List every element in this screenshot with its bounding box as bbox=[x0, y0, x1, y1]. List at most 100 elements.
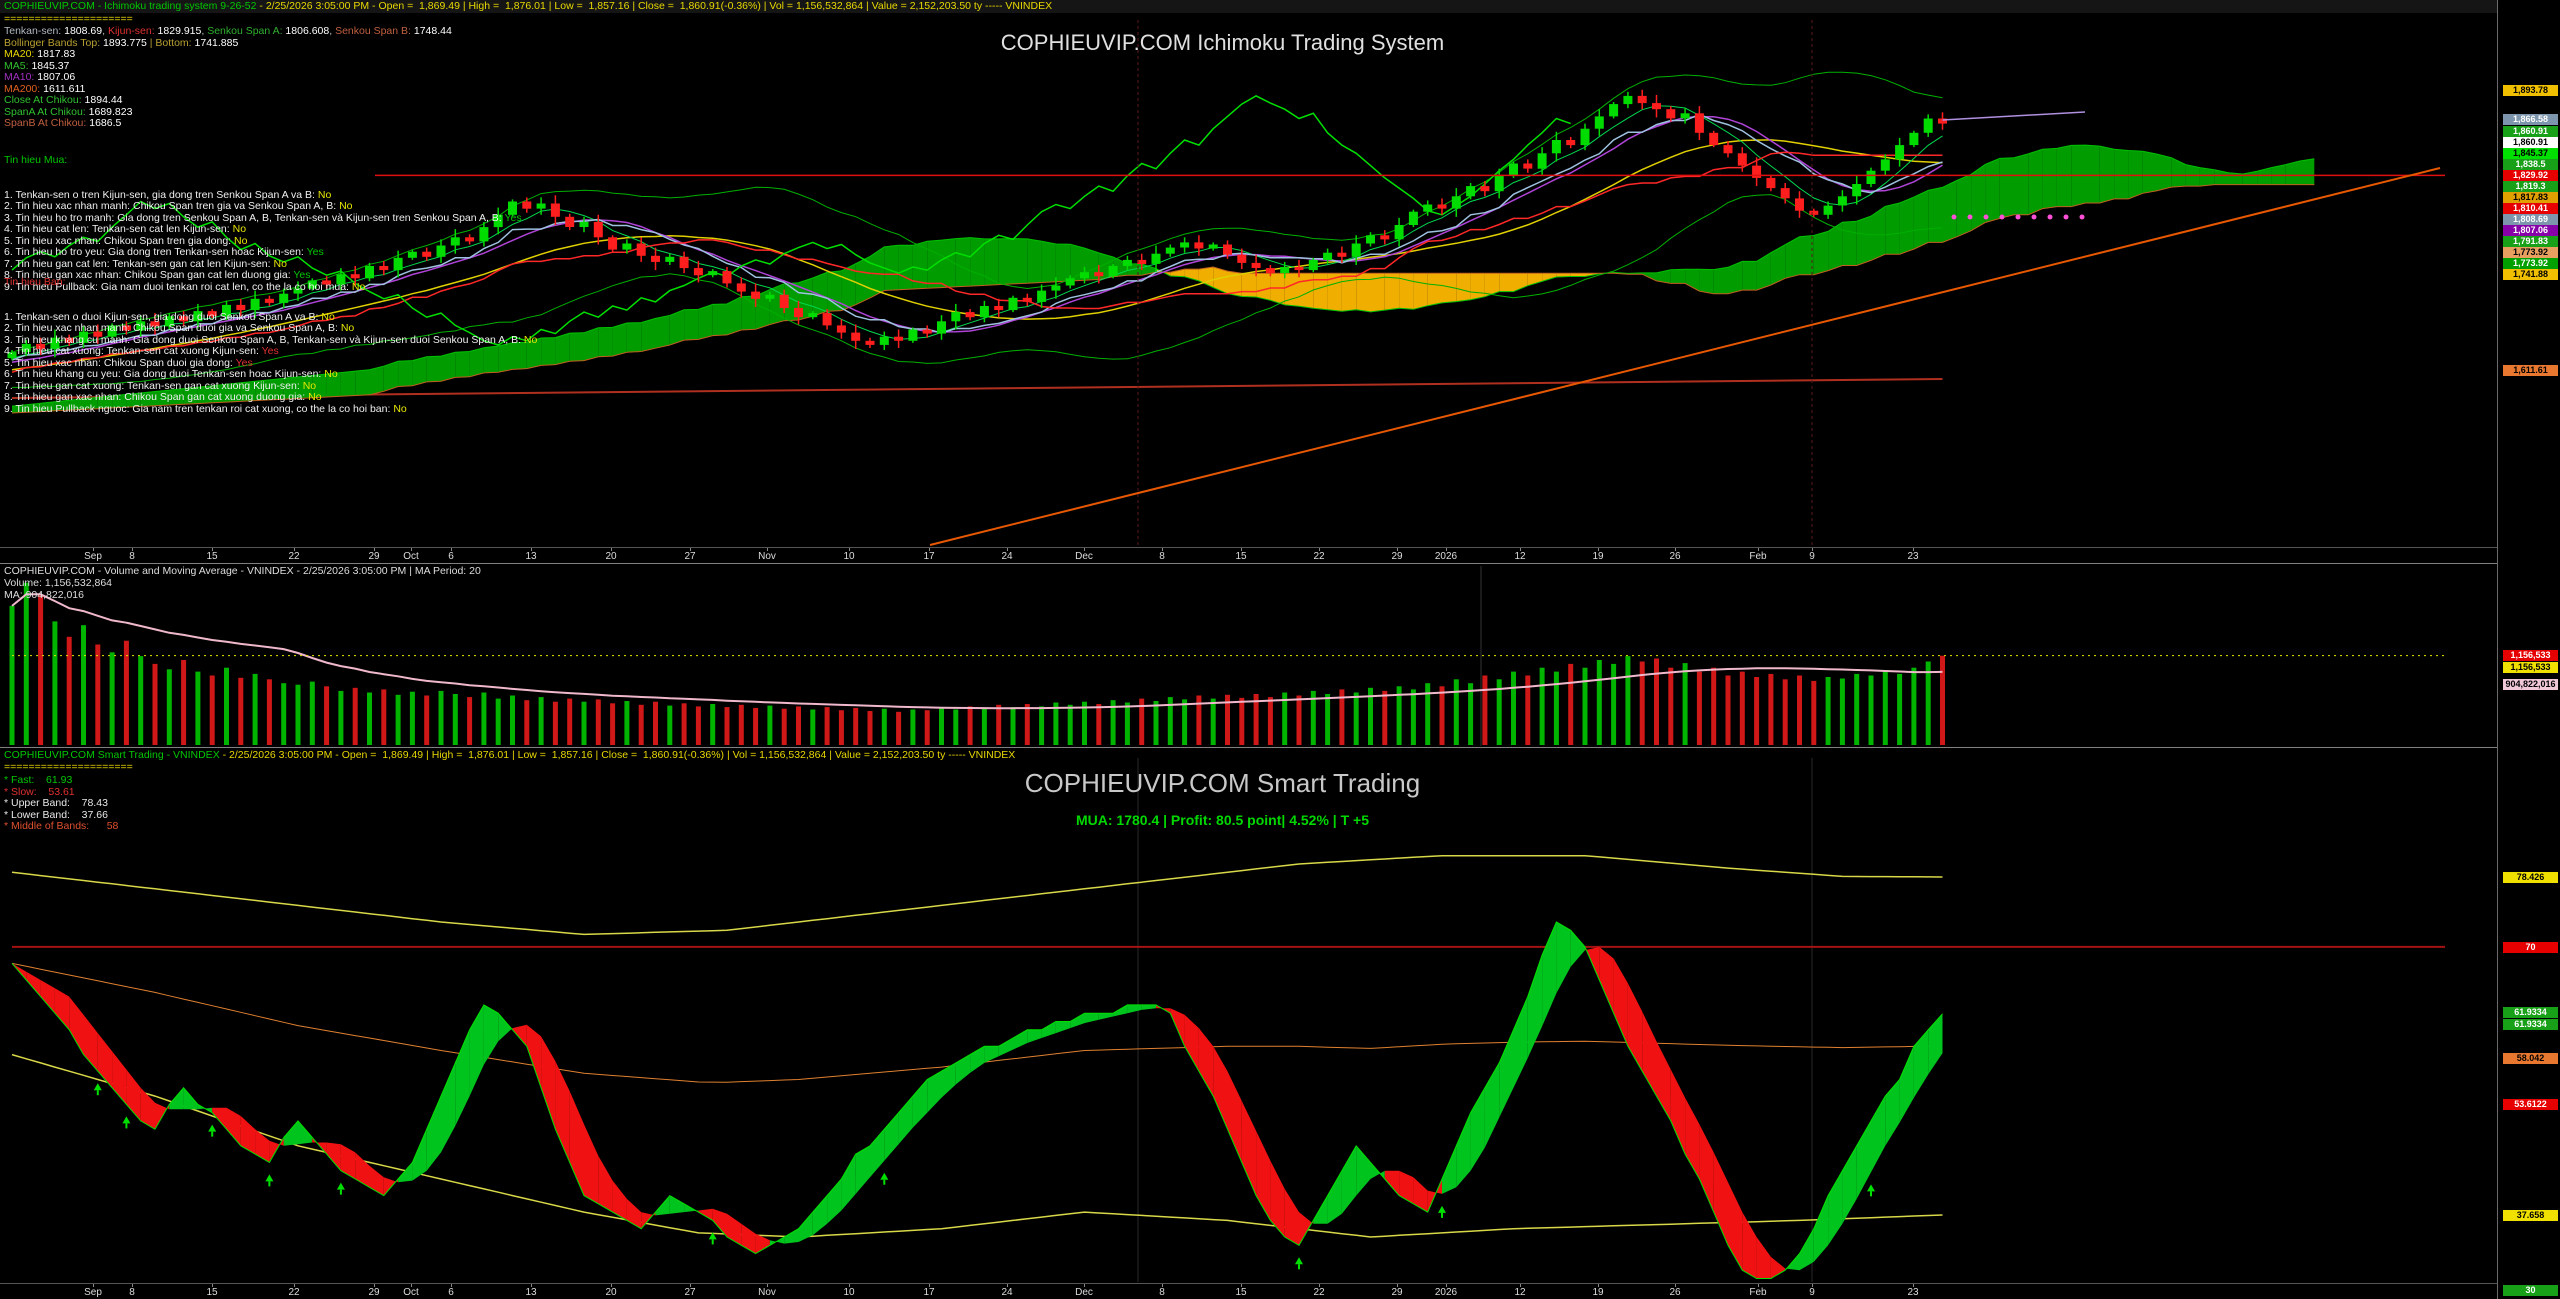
price-label: 53.6122 bbox=[2503, 1099, 2558, 1110]
axis-tick bbox=[1319, 1284, 1320, 1287]
axis-tick bbox=[1675, 1284, 1676, 1287]
legend-line: MA200: 1611.611 bbox=[4, 82, 86, 95]
axis-label: 26 bbox=[1669, 1287, 1681, 1298]
axis-label: 8 bbox=[129, 1287, 135, 1298]
price-label: 1,156,533 bbox=[2503, 662, 2558, 673]
axis-tick bbox=[93, 1284, 94, 1287]
axis-tick bbox=[690, 1284, 691, 1287]
axis-label: 26 bbox=[1669, 551, 1681, 562]
price-label: 1,807.06 bbox=[2503, 225, 2558, 236]
price-label: 61.9334 bbox=[2503, 1019, 2558, 1030]
axis-label: 22 bbox=[1313, 1287, 1325, 1298]
price-label: 30 bbox=[2503, 1285, 2558, 1296]
signal-item: 4. Tin hieu cat len: Tenkan-sen cat len … bbox=[4, 223, 247, 235]
axis-tick bbox=[374, 548, 375, 551]
axis-tick bbox=[1812, 1284, 1813, 1287]
axis-tick bbox=[294, 548, 295, 551]
signal-item: 9. Tin hieu Pullback: Gia nam duoi tenka… bbox=[4, 280, 366, 293]
smart-plot[interactable] bbox=[0, 748, 2497, 1283]
axis-tick bbox=[1007, 1284, 1008, 1287]
axis-label: Feb bbox=[1749, 1287, 1767, 1298]
volume-readout: Volume: 1,156,532,864 bbox=[4, 577, 113, 589]
axis-tick bbox=[451, 1284, 452, 1287]
axis-tick bbox=[767, 548, 768, 551]
axis-tick bbox=[1598, 548, 1599, 551]
price-label: 37.658 bbox=[2503, 1210, 2558, 1221]
sell-signal-list: Tin hieu Ban: 1. Tenkan-sen o duoi Kijun… bbox=[4, 254, 537, 415]
ichimoku-chart[interactable] bbox=[0, 0, 2497, 547]
legend-line: MA20: 1817.83 bbox=[4, 48, 76, 60]
axis-tick bbox=[212, 1284, 213, 1287]
smart-trading-chart[interactable] bbox=[0, 748, 2497, 1283]
signal-item: 6. Tin hieu khang cu yeu: Gia dong duoi … bbox=[4, 368, 338, 380]
legend-line: Bollinger Bands Top: 1893.775 | Bottom: … bbox=[4, 36, 239, 49]
axis-tick bbox=[1241, 1284, 1242, 1287]
divider-line: ===================== bbox=[4, 761, 133, 773]
axis-label: 15 bbox=[206, 1287, 218, 1298]
axis-label: 23 bbox=[1907, 551, 1919, 562]
axis-tick bbox=[132, 1284, 133, 1287]
axis-tick bbox=[531, 548, 532, 551]
axis-tick bbox=[1397, 1284, 1398, 1287]
signal-item: 2. Tin hieu xac nhan manh: Chikou Span t… bbox=[4, 200, 353, 212]
axis-label: Dec bbox=[1075, 551, 1093, 562]
axis-tick bbox=[411, 548, 412, 551]
volume-plot[interactable] bbox=[0, 564, 2497, 747]
axis-tick bbox=[929, 548, 930, 551]
axis-tick bbox=[849, 548, 850, 551]
axis-label: 12 bbox=[1514, 551, 1526, 562]
axis-tick bbox=[1520, 1284, 1521, 1287]
axis-label: 23 bbox=[1907, 1287, 1919, 1298]
axis-tick bbox=[212, 548, 213, 551]
price-label: 1,860.91 bbox=[2503, 137, 2558, 148]
axis-tick bbox=[294, 1284, 295, 1287]
axis-label: Feb bbox=[1749, 551, 1767, 562]
axis-tick bbox=[1758, 548, 1759, 551]
volume-chart[interactable] bbox=[0, 564, 2497, 747]
price-label: 58.042 bbox=[2503, 1053, 2558, 1064]
divider-line: ===================== bbox=[4, 13, 133, 25]
app-brand: COPHIEUVIP.COM - Ichimoku trading system… bbox=[4, 0, 257, 12]
ichimoku-plot[interactable] bbox=[0, 0, 2497, 547]
buy-signal-title: Tin hieu Mua: bbox=[4, 154, 68, 166]
date-axis-bottom: Sep 8 15 22 29 Oct 6 13 20 27 Nov 10 17 24 Dec 8 15 22 29 2… bbox=[0, 1283, 2497, 1299]
signal-item: 3. Tin hieu ho tro manh: Gia dong tren S… bbox=[4, 211, 522, 224]
signal-item: 7. Tin hieu gan cat xuong: Tenkan-sen ga… bbox=[4, 379, 317, 392]
price-label: 1,866.58 bbox=[2503, 114, 2558, 125]
sell-signal-title: Tin hieu Ban: bbox=[4, 276, 66, 288]
axis-label: 10 bbox=[843, 551, 855, 562]
axis-tick bbox=[690, 548, 691, 551]
axis-tick bbox=[1007, 548, 1008, 551]
axis-label: 15 bbox=[1235, 551, 1247, 562]
axis-label: 19 bbox=[1592, 1287, 1604, 1298]
legend-line: SpanA At Chikou: 1689.823 bbox=[4, 105, 133, 118]
signal-item: 8. Tin hieu gan xac nhan: Chikou Span ga… bbox=[4, 269, 311, 281]
axis-label: Oct bbox=[403, 551, 419, 562]
panel-separator bbox=[0, 563, 2560, 564]
price-label: 1,893.78 bbox=[2503, 85, 2558, 96]
signal-item: 4. Tin hieu cat xuong: Tenkan-sen cat xu… bbox=[4, 345, 279, 357]
price-label: 1,817.83 bbox=[2503, 192, 2558, 203]
signal-item: 5. Tin hieu xac nhan: Chikou Span tren g… bbox=[4, 234, 248, 247]
axis-tick bbox=[1241, 548, 1242, 551]
axis-label: 24 bbox=[1001, 1287, 1013, 1298]
price-label: 1,860.91 bbox=[2503, 126, 2558, 137]
signal-item: 3. Tin hieu khang cu manh: Gia dong duoi… bbox=[4, 333, 538, 346]
axis-tick bbox=[1598, 1284, 1599, 1287]
signal-item: 1. Tenkan-sen o duoi Kijun-sen, gia dong… bbox=[4, 310, 335, 323]
axis-label: 29 bbox=[368, 551, 380, 562]
indicator-readout-list: Tenkan-sen: 1808.69, Kijun-sen: 1829.915… bbox=[4, 25, 452, 130]
price-label: 1,773.92 bbox=[2503, 258, 2558, 269]
legend-line: * Fast: 61.93 bbox=[4, 774, 73, 786]
axis-tick bbox=[93, 548, 94, 551]
smart-ohlc-readout: - 2/25/2026 3:05:00 PM - Open = 1,869.49… bbox=[219, 749, 1016, 761]
axis-tick bbox=[451, 548, 452, 551]
axis-label: 24 bbox=[1001, 551, 1013, 562]
signal-item: 2. Tin hieu xac nhan manh: Chikou Span d… bbox=[4, 322, 355, 334]
legend-line: Close At Chikou: 1894.44 bbox=[4, 94, 123, 106]
axis-label: 2026 bbox=[1434, 551, 1458, 562]
signal-item: 7. Tin hieu gan cat len: Tenkan-sen gan … bbox=[4, 257, 287, 270]
volume-ma-readout: MA: 904,822,016 bbox=[4, 589, 84, 601]
axis-tick bbox=[767, 1284, 768, 1287]
axis-label: 8 bbox=[129, 551, 135, 562]
